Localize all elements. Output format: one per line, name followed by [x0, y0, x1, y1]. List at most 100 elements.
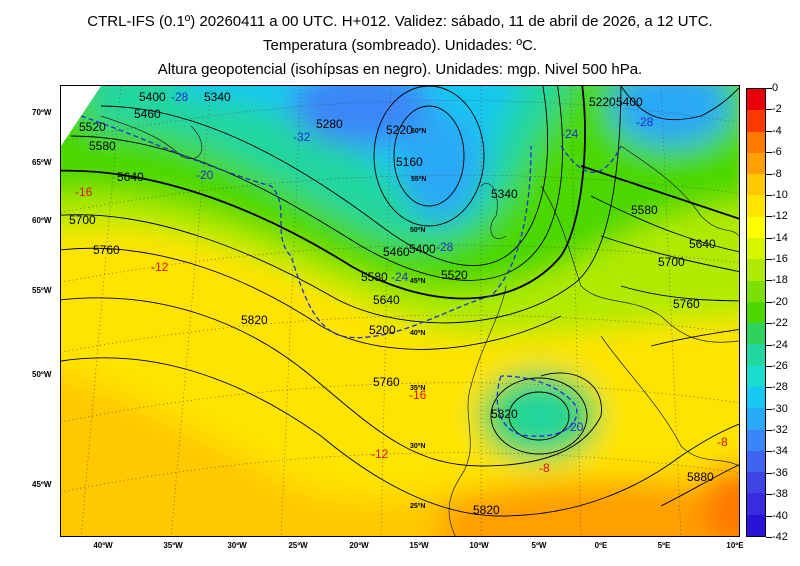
title-line-3: Altura geopotencial (isohípsas en negro)…	[157, 61, 643, 78]
inner-lat-label: 45ºN	[410, 278, 425, 285]
lon-label: 5ºW	[531, 541, 547, 550]
isohypse-label: 5400	[409, 242, 436, 256]
colorbar-swatch	[747, 216, 765, 239]
inner-lat-label: 30ºN	[410, 443, 425, 450]
isohypse-label: 5460	[134, 107, 161, 121]
colorbar-label: -28	[772, 381, 788, 394]
isohypse-label: 5460	[383, 245, 410, 259]
isohypse-label: 5580	[89, 139, 116, 153]
isotherm-label: -28	[636, 115, 654, 129]
colorbar-tick	[766, 259, 772, 261]
title-line-1: CTRL-IFS (0.1º) 20260411 a 00 UTC. H+012…	[87, 13, 713, 30]
colorbar-label: -26	[772, 359, 788, 372]
colorbar-tick	[766, 365, 772, 367]
inner-lat-label: 35ºN	[410, 385, 425, 392]
isohypse-label: 5820	[241, 313, 268, 327]
isohypse-label: 5220	[386, 123, 413, 137]
colorbar-label: -24	[772, 338, 788, 351]
isotherm-label: -28	[171, 90, 189, 104]
isohypse-label: 5200	[369, 323, 396, 337]
isohypse-label: 5640	[373, 293, 400, 307]
colorbar-label: -14	[772, 231, 788, 244]
temperature-shading	[61, 86, 739, 536]
isotherm-label: -8	[717, 435, 728, 449]
isohypse-label: 5820	[491, 407, 518, 421]
isotherm-label: -20	[196, 168, 214, 182]
lon-label: 5ºE	[657, 541, 671, 550]
colorbar-swatch	[747, 323, 765, 345]
isotherm-label: -16	[75, 185, 93, 199]
isotherm-label: -24	[561, 127, 579, 141]
isotherm-label: -8	[539, 461, 550, 475]
colorbar-swatch	[747, 110, 765, 133]
colorbar-tick	[766, 472, 772, 474]
isohypse-label: 5520	[441, 268, 468, 282]
lon-label: 10ºW	[469, 541, 489, 550]
isohypse-label: 5700	[69, 213, 96, 227]
colorbar-label: -38	[772, 488, 788, 501]
isotherms	[80, 115, 622, 437]
lat-label: 60ºW	[32, 216, 52, 225]
isohypse-label: 5580	[631, 203, 658, 217]
colorbar-swatch	[747, 259, 765, 282]
isohypse-label: 5640	[117, 170, 144, 184]
isohypse-label: 5340	[491, 187, 518, 201]
colorbar-swatch	[747, 408, 765, 431]
colorbar-tick	[766, 451, 772, 453]
isohypse-label: 5760	[93, 243, 120, 257]
isohypse-label: 5160	[396, 155, 423, 169]
colorbar-swatch	[747, 152, 765, 175]
colorbar-label: -42	[772, 531, 788, 543]
colorbar-label: -36	[772, 466, 788, 479]
lon-label: 40ºW	[93, 541, 113, 550]
inner-lat-label: 55ºN	[411, 176, 426, 183]
isohypse-label: 5880	[687, 470, 714, 484]
colorbar-tick	[766, 152, 772, 154]
colorbar-tick	[766, 494, 772, 496]
isohypse-label: 5820	[473, 503, 500, 517]
colorbar-swatch	[747, 131, 765, 154]
colorbar-swatch	[747, 493, 765, 516]
colorbar-label: -30	[772, 402, 788, 415]
colorbar-swatch	[747, 450, 765, 473]
isohypse-label: 5220	[589, 95, 616, 109]
colorbar-swatch	[747, 387, 765, 409]
colorbar-tick	[766, 194, 772, 196]
inner-lat-label: 40ºN	[410, 330, 425, 337]
colorbar-tick	[766, 408, 772, 410]
isotherm-label: -28	[436, 240, 454, 254]
isohypse-label: 5760	[373, 375, 400, 389]
isotherm-label: -24	[391, 270, 409, 284]
lon-label: 10ºE	[726, 541, 744, 550]
colorbar-label: -18	[772, 274, 788, 287]
colorbar-tick	[766, 130, 772, 132]
colorbar-label: -22	[772, 317, 788, 330]
coastlines	[100, 115, 739, 536]
colorbar-swatch	[747, 301, 765, 324]
isohypse-label: 5340	[204, 90, 231, 104]
colorbar-tick	[766, 173, 772, 175]
colorbar	[746, 88, 766, 537]
inner-lat-label: 60ºN	[411, 128, 426, 135]
colorbar-label: -10	[772, 188, 788, 201]
isohypse-label: 5400	[616, 95, 643, 109]
inner-lat-label: 50ºN	[410, 227, 425, 234]
colorbar-tick	[766, 537, 772, 538]
isohypse-label: 5520	[79, 120, 106, 134]
colorbar-swatch	[747, 280, 765, 303]
colorbar-tick	[766, 323, 772, 325]
lon-label: 25ºW	[288, 541, 308, 550]
colorbar-tick	[766, 301, 772, 303]
colorbar-label: -4	[772, 124, 782, 137]
colorbar-swatch	[747, 514, 765, 537]
colorbar-tick	[766, 387, 772, 389]
isohypse-label: 5580	[361, 270, 388, 284]
isotherm-label: -12	[151, 260, 169, 274]
colorbar-swatch	[747, 365, 765, 388]
lon-label: 30ºW	[227, 541, 247, 550]
colorbar-swatch	[747, 174, 765, 196]
lat-label: 70ºW	[32, 108, 52, 117]
inner-lat-labels: 60ºN 55ºN 50ºN 45ºN 40ºN 35ºN 30ºN 25ºN	[410, 128, 426, 510]
isotherm-label: -16	[409, 388, 427, 402]
colorbar-tick	[766, 237, 772, 239]
